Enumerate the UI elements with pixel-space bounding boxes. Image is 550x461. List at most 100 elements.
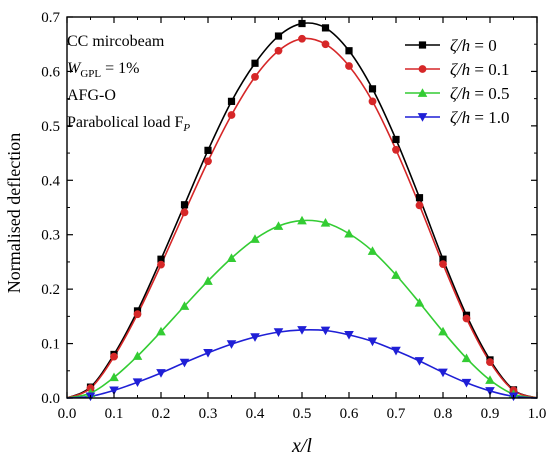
legend-label-2: ζ/h = 0.5 [450,84,509,103]
data-point-series-3 [156,369,166,378]
annotation-line2-rest: = 1% [101,60,139,77]
data-point-series-0 [415,194,424,202]
data-point-series-3 [367,337,378,347]
annotation-line4-sub: P [182,122,190,134]
data-point-series-0 [227,97,236,105]
data-point-series-0 [298,19,306,28]
legend-label-var: ζ/h [450,84,470,103]
data-point-series-1 [462,314,471,323]
x-tick-label: 0.3 [199,406,218,422]
y-tick-label: 0.7 [41,10,60,26]
data-point-series-3 [438,368,448,378]
data-point-series-1 [439,260,447,269]
annotation-line2: WGPL = 1% [67,60,139,80]
x-tick-label: 0.9 [481,406,500,422]
data-point-series-3 [344,331,354,340]
data-point-series-3 [461,378,472,388]
data-point-series-2 [344,228,354,238]
legend-label-var: ζ/h [450,36,470,55]
data-point-series-0 [321,24,330,32]
data-point-series-1 [157,260,165,269]
data-point-series-2 [203,276,213,285]
data-point-series-2 [226,253,237,262]
y-tick-label: 0.1 [41,337,60,353]
legend-label-value: = 0.1 [470,60,509,79]
data-point-series-2 [109,372,119,382]
annotation-line1: CC mircobeam [67,33,165,50]
legend-label-var: ζ/h [450,108,470,127]
x-tick-label: 0.5 [293,406,312,422]
data-point-series-1 [274,46,283,55]
legend-label-value: = 0.5 [470,84,509,103]
legend-marker-2 [417,88,428,97]
data-point-series-3 [132,378,143,388]
annotation-line2-sub: GPL [80,68,101,80]
legend-label-3: ζ/h = 1.0 [450,108,509,127]
data-point-series-0 [204,146,212,154]
data-point-series-0 [274,32,283,40]
data-point-series-0 [439,255,447,263]
data-point-series-3 [203,348,213,358]
x-tick-label: 0.6 [340,406,359,422]
data-point-series-1 [133,310,142,319]
legend-marker-1 [418,65,427,73]
y-tick-label: 0.0 [41,391,60,407]
data-point-series-3 [109,386,119,396]
data-point-series-1 [321,40,330,49]
legend-label-1: ζ/h = 0.1 [450,60,509,79]
data-point-series-0 [368,85,377,93]
legend-marker-3 [417,113,428,122]
data-point-series-3 [391,346,401,356]
legend-marker-0 [418,41,427,49]
data-point-series-2 [485,375,495,384]
legend-label-value: = 0 [470,36,497,55]
data-point-series-2 [320,217,331,227]
data-point-series-2 [132,351,143,360]
annotation-line4-main: Parabolical load F [67,114,184,131]
data-point-series-3 [414,357,425,366]
data-point-series-2 [179,301,190,310]
data-point-series-2 [438,326,448,336]
data-point-series-2 [297,215,307,225]
x-tick-label: 1.0 [528,406,547,422]
data-point-series-3 [226,340,237,349]
y-tick-label: 0.3 [41,228,60,244]
x-tick-label: 0.2 [152,406,171,422]
data-point-series-1 [486,358,494,366]
data-point-series-3 [297,326,307,335]
data-point-series-2 [461,353,472,363]
y-axis-label: Normalised deflection [4,133,24,293]
series-markers [85,19,519,402]
data-point-series-1 [392,145,400,154]
data-point-series-0 [180,201,189,209]
data-point-series-1 [368,97,377,106]
data-point-series-0 [392,135,400,144]
data-point-series-1 [86,384,95,393]
annotation-line2-main: W [67,60,82,77]
data-point-series-1 [345,62,353,70]
legend: ζ/h = 0ζ/h = 0.1ζ/h = 0.5ζ/h = 1.0 [405,36,509,127]
data-point-series-1 [110,352,118,361]
x-tick-label: 0.4 [246,406,265,422]
data-point-series-1 [415,201,424,210]
legend-label-var: ζ/h [450,60,470,79]
data-point-series-2 [156,326,166,336]
y-tick-label: 0.6 [41,64,60,80]
legend-label-value: = 1.0 [470,108,509,127]
data-point-series-3 [485,387,495,396]
x-tick-label: 0.0 [58,406,77,422]
data-point-series-1 [251,72,259,81]
x-tick-label: 0.8 [434,406,453,422]
axis-ticks: 0.0 0.1 0.2 0.3 0.4 0.5 0.6 0.7 0.8 0.9 1.0 0.0 0.1 0… [41,10,546,422]
y-tick-label: 0.5 [41,119,60,135]
data-point-series-0 [157,255,165,263]
data-point-series-1 [204,157,212,166]
data-point-series-2 [273,221,284,230]
y-tick-label: 0.4 [41,173,60,189]
data-point-series-3 [320,326,331,336]
y-tick-label: 0.2 [41,282,60,298]
x-axis-label: x/l [291,435,312,457]
legend-label-0: ζ/h = 0 [450,36,497,55]
data-point-series-2 [391,270,401,279]
